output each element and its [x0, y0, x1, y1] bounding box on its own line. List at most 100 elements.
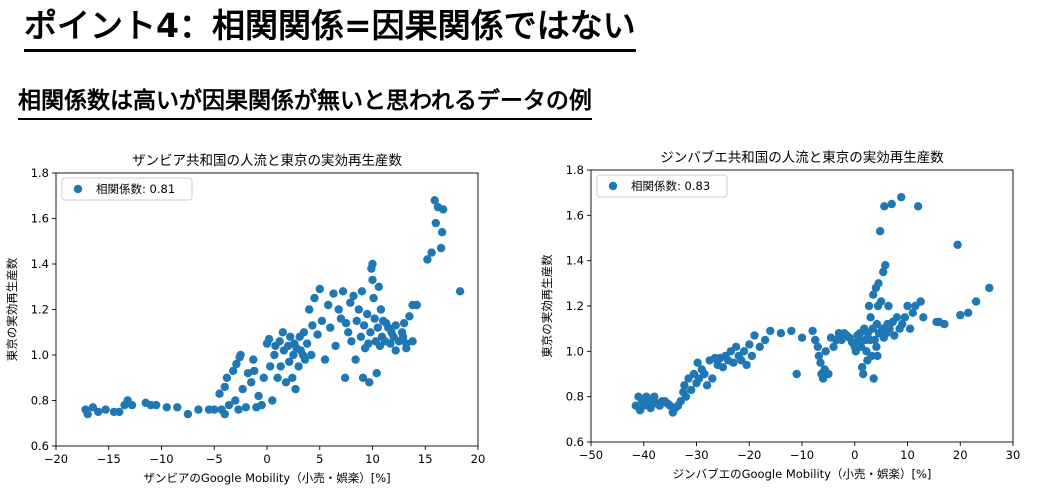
data-point — [320, 355, 330, 364]
data-point — [879, 267, 888, 277]
data-point — [887, 199, 896, 209]
data-point — [308, 321, 317, 330]
x-tick-label: −20 — [44, 452, 68, 466]
data-point — [288, 373, 297, 382]
data-point — [874, 279, 883, 288]
data-point — [299, 328, 309, 337]
data-point — [305, 305, 314, 314]
data-point — [455, 287, 465, 296]
data-point — [231, 396, 240, 405]
data-point — [427, 248, 436, 257]
data-point — [857, 363, 867, 372]
data-point — [236, 350, 245, 360]
data-point — [876, 297, 886, 306]
data-point — [315, 284, 324, 294]
data-point — [152, 400, 161, 410]
data-point — [352, 316, 361, 326]
data-point — [382, 319, 391, 328]
data-point — [875, 227, 885, 236]
data-point — [247, 378, 256, 387]
data-point — [953, 240, 962, 249]
data-point — [283, 341, 293, 351]
data-point — [243, 369, 253, 378]
data-point — [372, 369, 381, 378]
data-point — [890, 331, 899, 340]
y-tick-label: 1.0 — [566, 344, 584, 358]
data-point — [281, 378, 291, 387]
data-point — [374, 282, 383, 291]
x-tick-label: 10 — [365, 452, 380, 466]
data-point — [359, 321, 369, 330]
data-point — [357, 287, 367, 296]
data-point — [881, 261, 890, 270]
page-subtitle: 相関係数は高いが因果関係が無いと思われるデータの例 — [18, 84, 592, 120]
x-tick-label: 10 — [900, 448, 915, 462]
data-point — [289, 350, 298, 360]
x-tick-label: 5 — [316, 452, 323, 466]
data-point — [276, 362, 285, 371]
data-point — [162, 403, 171, 412]
data-point — [829, 342, 838, 351]
data-point — [349, 291, 358, 301]
data-point — [742, 360, 751, 370]
data-point — [913, 202, 923, 211]
x-tick-label: 30 — [1006, 448, 1021, 462]
data-point — [700, 369, 709, 379]
data-point — [210, 405, 219, 414]
data-point — [897, 193, 906, 202]
data-point — [708, 374, 717, 383]
data-point — [808, 326, 817, 336]
data-point — [760, 335, 770, 345]
data-point — [285, 357, 294, 366]
page-title: ポイント4：相関関係=因果関係ではない — [24, 4, 636, 52]
data-point — [680, 381, 689, 390]
data-point — [266, 362, 275, 371]
data-point — [229, 366, 238, 376]
data-point — [173, 403, 182, 412]
data-point — [687, 385, 696, 395]
data-point — [331, 341, 340, 351]
data-point — [873, 351, 882, 361]
data-point — [250, 366, 259, 376]
data-point — [224, 400, 234, 410]
data-point — [238, 384, 247, 394]
data-point — [859, 369, 868, 379]
data-point — [869, 374, 878, 383]
data-point — [814, 351, 824, 361]
data-point — [300, 355, 310, 364]
y-tick-label: 1.4 — [566, 254, 584, 268]
data-point — [326, 323, 335, 332]
data-point — [275, 337, 284, 346]
data-point — [766, 326, 775, 336]
data-point — [270, 350, 279, 360]
data-point — [880, 202, 889, 211]
data-point — [750, 331, 759, 340]
data-point — [681, 392, 691, 401]
y-tick-label: 1.8 — [31, 166, 49, 180]
data-point — [351, 355, 360, 364]
x-tick-label: −5 — [206, 452, 223, 466]
data-point — [747, 351, 757, 361]
data-point — [408, 337, 417, 346]
data-point — [220, 409, 229, 419]
data-point — [391, 321, 400, 330]
data-point — [391, 346, 400, 355]
x-axis-label: ザンビアのGoogle Mobility（小売・娯楽）[%] — [143, 471, 390, 485]
data-point — [824, 369, 833, 379]
data-point — [776, 329, 786, 338]
legend-marker — [608, 181, 618, 191]
x-tick-label: −10 — [790, 448, 814, 462]
x-tick-label: −40 — [632, 448, 656, 462]
data-point — [916, 297, 925, 306]
data-point — [286, 332, 295, 341]
data-point — [866, 313, 875, 322]
data-point — [249, 355, 258, 364]
data-point — [650, 392, 659, 401]
data-point — [430, 196, 439, 205]
x-tick-label: −10 — [149, 452, 173, 466]
chart-title: ザンビア共和国の人流と東京の実効再生産数 — [132, 153, 402, 169]
data-point — [412, 300, 421, 310]
data-point — [739, 347, 749, 356]
x-tick-label: −15 — [97, 452, 121, 466]
y-tick-label: 1.6 — [566, 208, 584, 222]
